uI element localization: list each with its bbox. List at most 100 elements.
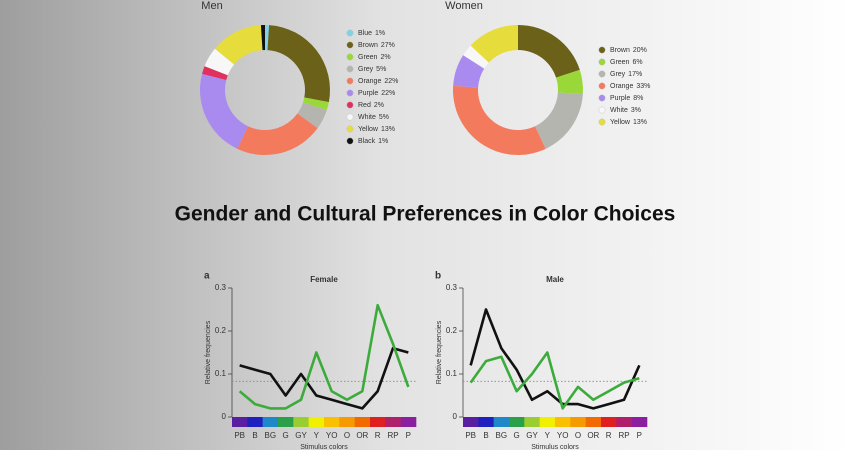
color-strip bbox=[293, 417, 309, 427]
legend-swatch bbox=[346, 41, 354, 49]
x-tick-label: B bbox=[252, 431, 257, 440]
color-strip bbox=[339, 417, 355, 427]
legend-category: Grey bbox=[610, 71, 626, 78]
legend-value: 13% bbox=[633, 119, 647, 126]
legend-value: 2% bbox=[374, 102, 384, 109]
x-tick-label: BG bbox=[496, 431, 508, 440]
x-tick-label: GY bbox=[295, 431, 307, 440]
legend-category: White bbox=[610, 107, 628, 114]
legend-swatch bbox=[346, 53, 354, 61]
donut-slice bbox=[453, 55, 485, 88]
legend-label: White 5% bbox=[358, 114, 389, 121]
legend-category: White bbox=[358, 114, 376, 121]
legend-label: Yellow 13% bbox=[610, 119, 647, 126]
legend-value: 22% bbox=[384, 78, 398, 85]
legend-label: Yellow 13% bbox=[358, 126, 395, 133]
color-strip bbox=[385, 417, 401, 427]
x-tick-label: RP bbox=[387, 431, 398, 440]
chart-title: Male bbox=[546, 275, 564, 284]
y-tick-label: 0 bbox=[222, 412, 227, 421]
y-tick-label: 0.1 bbox=[446, 369, 458, 378]
y-axis-label: Relative frequencies bbox=[436, 320, 443, 384]
donut-slice bbox=[303, 97, 329, 111]
color-strip bbox=[509, 417, 525, 427]
series-line bbox=[469, 308, 641, 410]
color-strip bbox=[478, 417, 494, 427]
color-strip bbox=[262, 417, 279, 427]
legend-swatch bbox=[346, 89, 354, 97]
donut-slice bbox=[200, 73, 248, 149]
x-tick-label: Y bbox=[314, 431, 320, 440]
color-strip bbox=[232, 417, 248, 427]
x-tick-label: B bbox=[483, 431, 488, 440]
legend-swatch bbox=[346, 113, 354, 121]
legend-swatch bbox=[598, 46, 606, 54]
color-strip bbox=[601, 417, 617, 427]
x-tick-label: O bbox=[575, 431, 581, 440]
series-line bbox=[238, 303, 410, 410]
legend-label: Orange 33% bbox=[610, 83, 650, 90]
chart-title: Female bbox=[310, 275, 338, 284]
legend-label: White 3% bbox=[610, 107, 641, 114]
color-strip bbox=[585, 417, 602, 427]
legend-label: Grey 17% bbox=[610, 71, 642, 78]
donut-slice bbox=[267, 25, 330, 103]
color-strip bbox=[247, 417, 263, 427]
donut-title: Men bbox=[201, 0, 222, 12]
legend-swatch bbox=[598, 58, 606, 66]
legend-swatch bbox=[346, 137, 354, 145]
y-tick-label: 0.2 bbox=[215, 326, 227, 335]
y-tick-label: 0.3 bbox=[215, 283, 227, 292]
x-tick-label: R bbox=[375, 431, 381, 440]
x-tick-label: YO bbox=[557, 431, 569, 440]
x-tick-label: G bbox=[514, 431, 520, 440]
donut-slice bbox=[265, 25, 270, 51]
panel-label: b bbox=[435, 271, 441, 282]
color-strip bbox=[524, 417, 540, 427]
color-strip bbox=[400, 417, 417, 427]
donut-slice bbox=[556, 69, 584, 95]
donut-slice bbox=[204, 48, 235, 76]
donut-title: Women bbox=[445, 0, 483, 12]
legend-category: Yellow bbox=[610, 119, 631, 126]
x-tick-label: PB bbox=[234, 431, 245, 440]
x-tick-label: P bbox=[406, 431, 411, 440]
legend-label: Purple 8% bbox=[610, 95, 643, 102]
legend-category: Blue bbox=[358, 30, 372, 37]
legend-swatch bbox=[346, 29, 354, 37]
legend-label: Blue 1% bbox=[358, 30, 385, 37]
donut-slice bbox=[202, 66, 228, 81]
legend-label: Red 2% bbox=[358, 102, 384, 109]
legend-value: 5% bbox=[379, 114, 389, 121]
y-axis-label: Relative frequencies bbox=[205, 320, 212, 384]
legend-label: Black 1% bbox=[358, 138, 388, 145]
legend-value: 3% bbox=[631, 107, 641, 114]
legend-swatch bbox=[598, 70, 606, 78]
x-tick-label: PB bbox=[465, 431, 476, 440]
x-tick-label: RP bbox=[618, 431, 629, 440]
x-tick-label: BG bbox=[265, 431, 277, 440]
legend-value: 6% bbox=[632, 59, 642, 66]
y-tick-label: 0.3 bbox=[446, 283, 458, 292]
legend-category: Purple bbox=[610, 95, 630, 102]
legend-value: 20% bbox=[633, 47, 647, 54]
color-strip bbox=[324, 417, 340, 427]
legend-swatch bbox=[598, 82, 606, 90]
legend-category: Brown bbox=[358, 42, 378, 49]
x-tick-label: Y bbox=[545, 431, 551, 440]
legend-value: 27% bbox=[381, 42, 395, 49]
donut-slice bbox=[214, 25, 263, 65]
legend-label: Purple 22% bbox=[358, 90, 395, 97]
donut-slice bbox=[535, 92, 583, 149]
color-strip bbox=[539, 417, 556, 427]
color-strip bbox=[570, 417, 586, 427]
legend-category: Purple bbox=[358, 90, 378, 97]
color-strip bbox=[493, 417, 510, 427]
legend-label: Green 6% bbox=[610, 59, 643, 66]
x-tick-label: R bbox=[606, 431, 612, 440]
legend-category: Yellow bbox=[358, 126, 379, 133]
x-tick-label: YO bbox=[326, 431, 338, 440]
legend-value: 8% bbox=[633, 95, 643, 102]
